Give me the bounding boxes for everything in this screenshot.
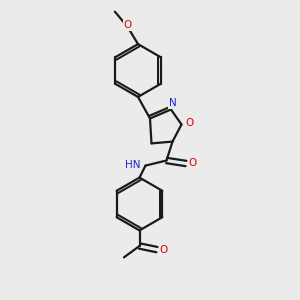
Text: O: O <box>186 118 194 128</box>
Text: HN: HN <box>124 160 140 170</box>
Text: N: N <box>169 98 176 108</box>
Text: O: O <box>159 244 168 255</box>
Text: O: O <box>188 158 197 169</box>
Text: O: O <box>123 20 132 30</box>
